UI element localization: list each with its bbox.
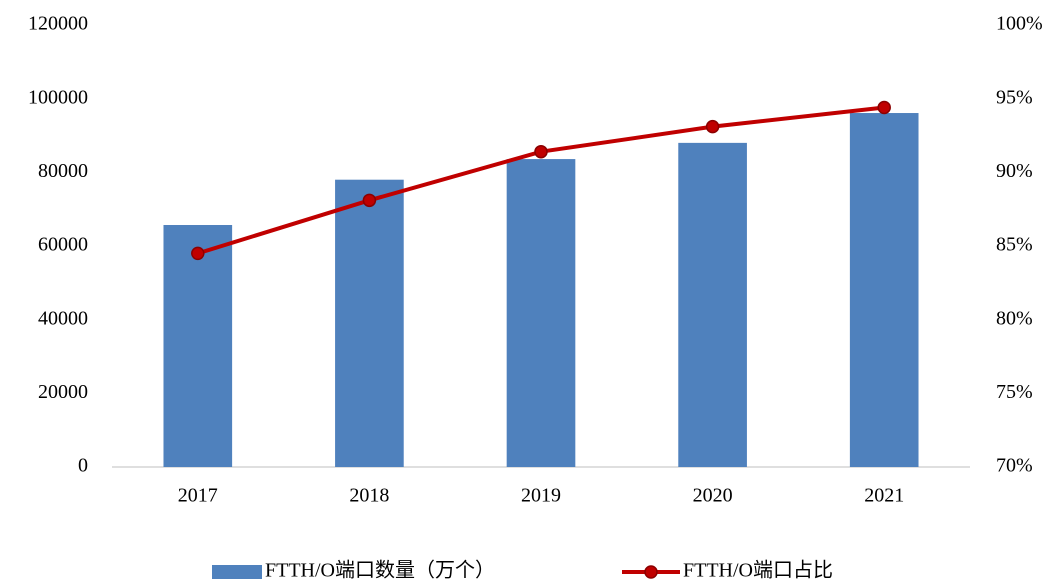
line-marker: [705, 119, 720, 134]
y2-tick-label: 85%: [996, 234, 1033, 256]
line-marker: [362, 193, 377, 208]
legend-swatch: [212, 565, 262, 579]
y-tick-label: 40000: [38, 307, 88, 329]
bar: [506, 159, 576, 467]
y2-tick-label: 70%: [996, 455, 1033, 477]
y2-tick-label: 100%: [996, 13, 1043, 35]
y2-tick-label: 95%: [996, 86, 1033, 108]
x-tick-label: 2017: [178, 485, 218, 507]
y2-tick-label: 80%: [996, 307, 1033, 329]
x-tick-label: 2021: [864, 485, 904, 507]
legend-swatch-marker: [644, 565, 658, 579]
bar: [678, 142, 747, 467]
bar: [849, 113, 919, 467]
y-tick-label: 0: [78, 455, 88, 477]
line-marker: [877, 100, 891, 115]
y-tick-label: 120000: [28, 13, 88, 35]
y-tick-label: 20000: [38, 381, 88, 403]
y-tick-label: 100000: [28, 86, 88, 108]
x-tick-label: 2020: [693, 485, 733, 507]
line-marker: [191, 246, 205, 261]
y2-tick-label: 90%: [996, 160, 1033, 182]
line-marker: [534, 144, 548, 159]
legend-label: FTTH/O端口占比: [683, 559, 833, 582]
legend-label: FTTH/O端口数量（万个）: [265, 559, 495, 582]
bar: [163, 225, 233, 467]
y2-tick-label: 75%: [996, 381, 1033, 403]
bar: [335, 179, 404, 467]
y-tick-label: 60000: [38, 234, 88, 256]
y-tick-label: 80000: [38, 160, 88, 182]
x-tick-label: 2019: [521, 485, 561, 507]
x-tick-label: 2018: [349, 485, 389, 507]
